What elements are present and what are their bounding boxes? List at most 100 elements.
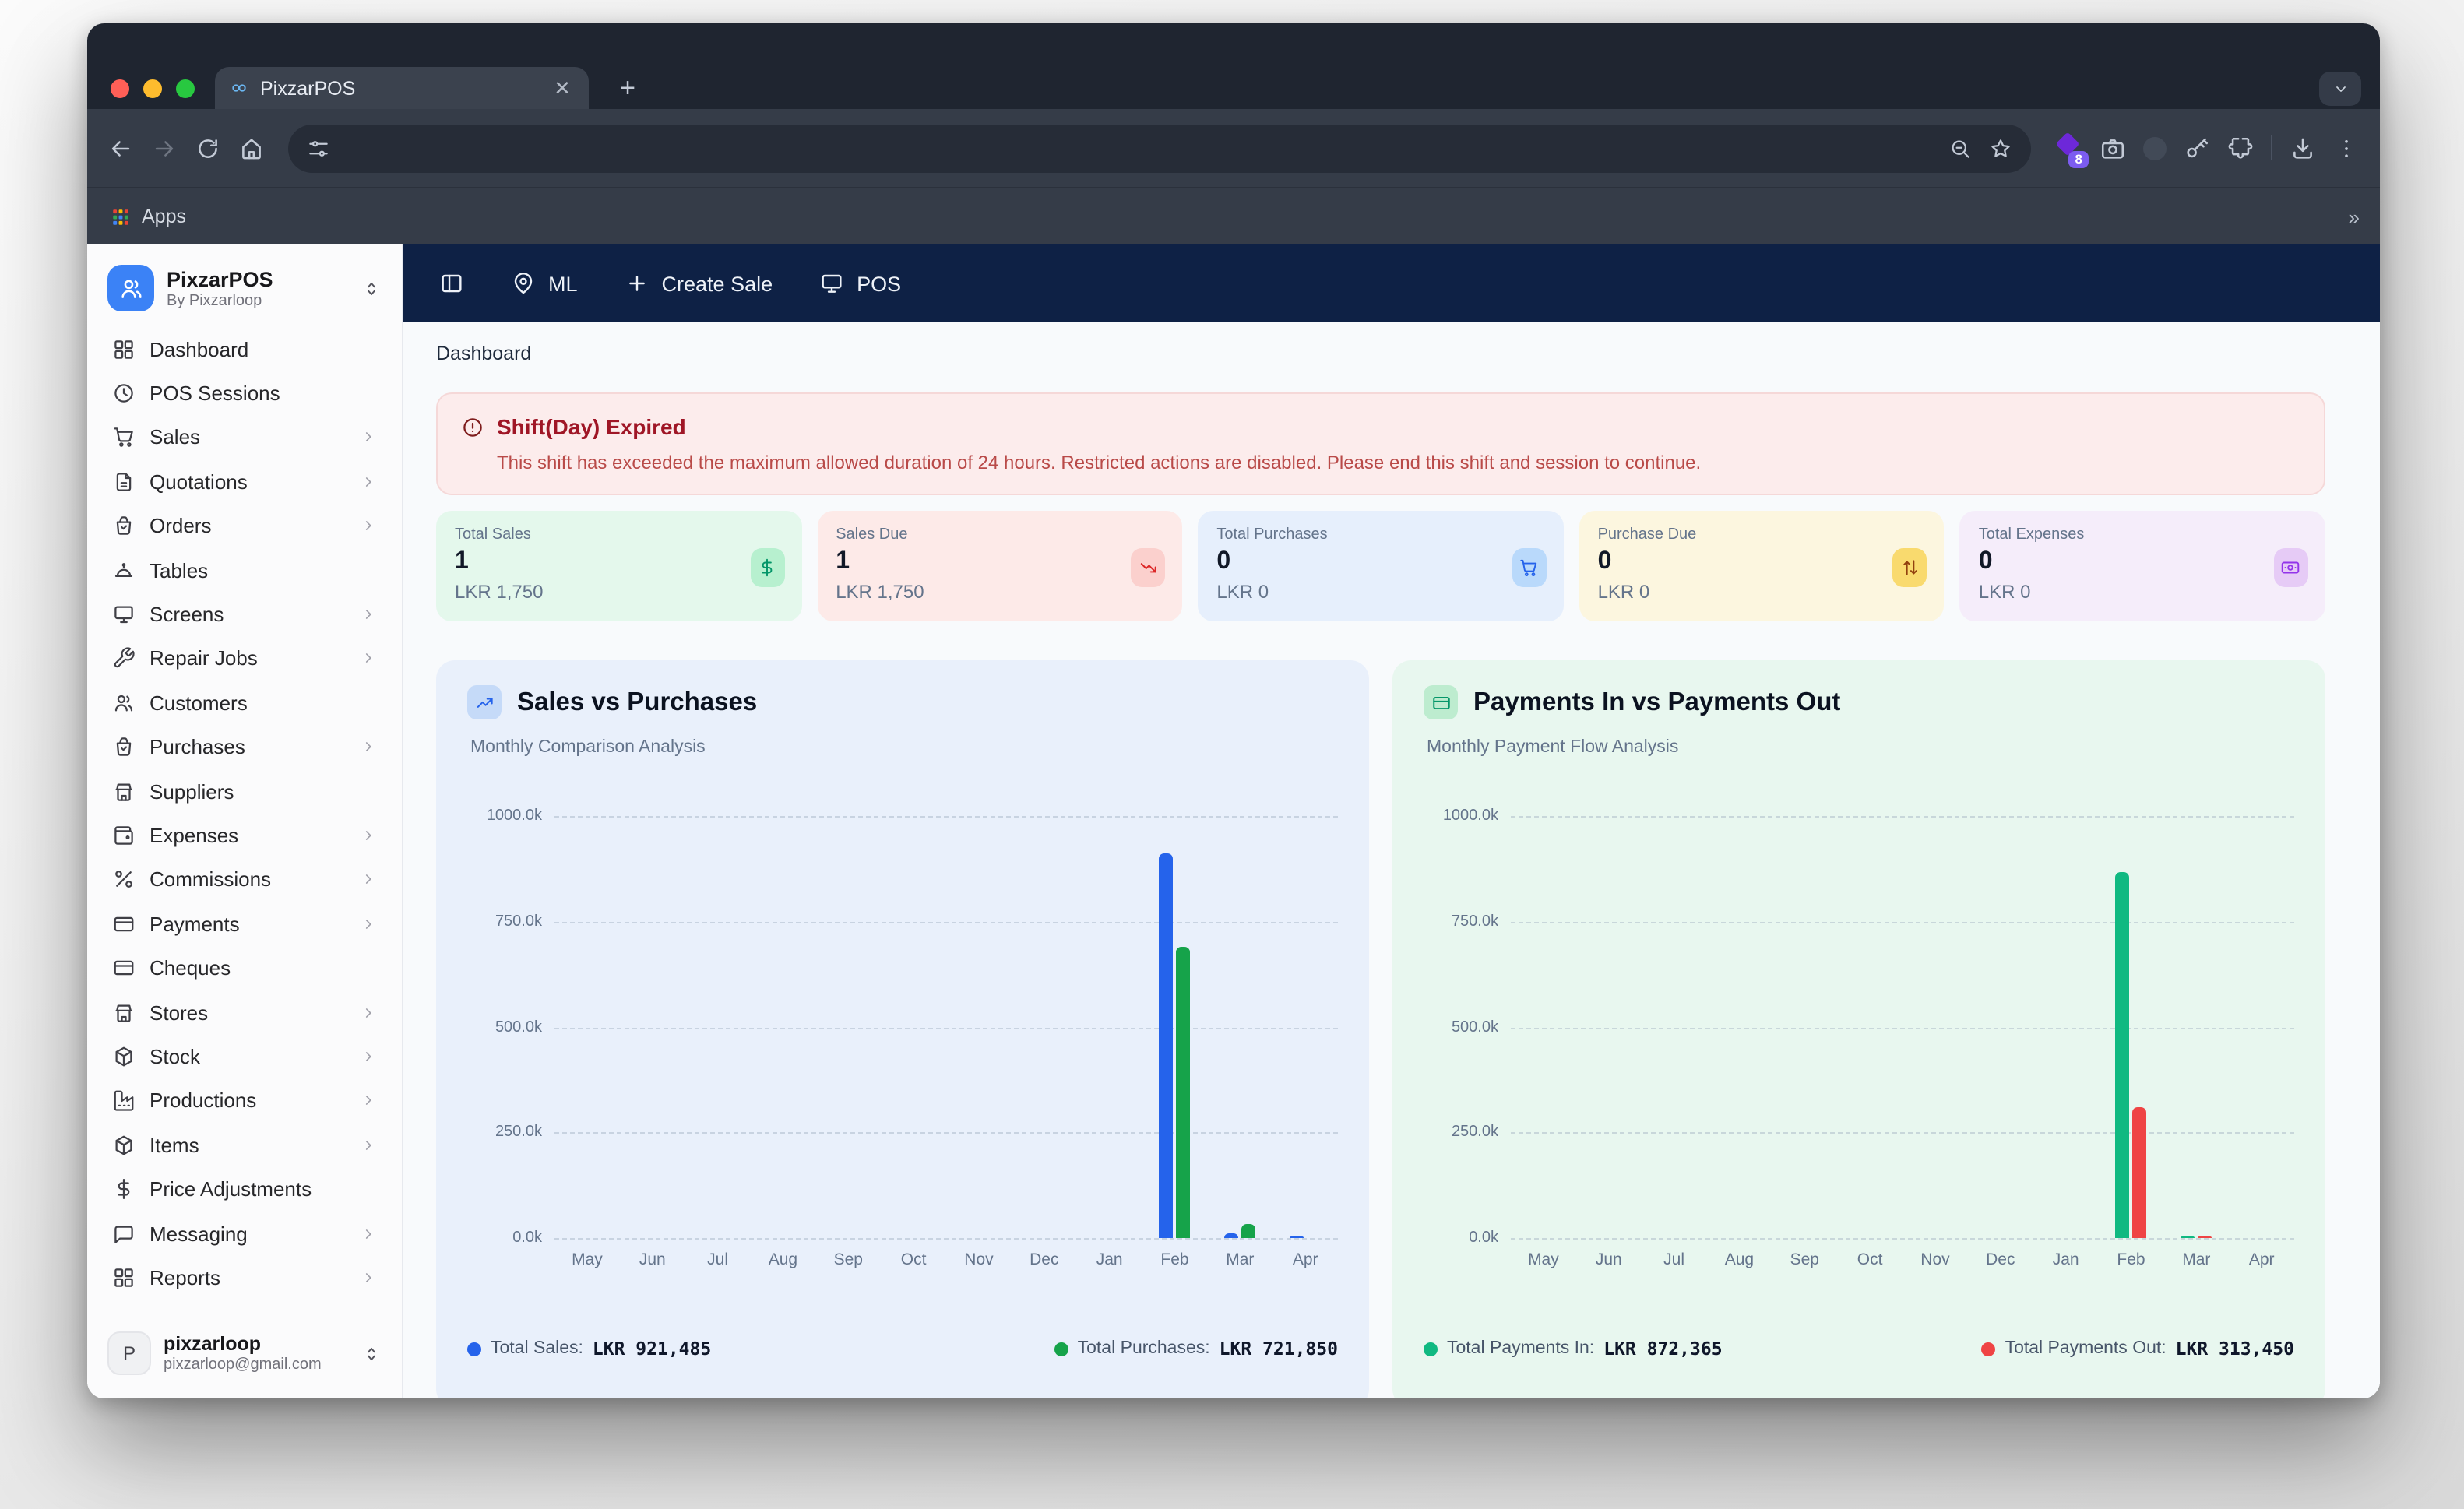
box-icon	[112, 1045, 136, 1068]
legend-value: LKR 721,850	[1219, 1338, 1338, 1360]
chevron-right-icon	[360, 606, 377, 623]
chart-title: Payments In vs Payments Out	[1473, 688, 1841, 716]
x-tick-label: Oct	[1857, 1250, 1883, 1269]
x-tick-label: Jun	[1595, 1250, 1622, 1269]
sidebar-item-purchases[interactable]: Purchases	[101, 725, 388, 769]
tab-search-button[interactable]	[2319, 72, 2361, 106]
sidebar-item-label: Productions	[150, 1089, 257, 1113]
main-area: ML Create Sale POS Dashboard	[403, 244, 2380, 1398]
bar-group-dec	[1012, 816, 1077, 1238]
sidebar-item-expenses[interactable]: Expenses	[101, 814, 388, 858]
sidebar-item-suppliers[interactable]: Suppliers	[101, 769, 388, 814]
home-icon[interactable]	[238, 135, 265, 161]
reload-icon[interactable]	[195, 135, 221, 161]
browser-tab[interactable]: PixzarPOS ✕	[215, 67, 589, 109]
bookmarks-apps[interactable]: Apps	[111, 206, 186, 227]
downloads-icon[interactable]	[2290, 135, 2316, 161]
x-tick-label: Mar	[1226, 1250, 1255, 1269]
sidebar-item-screens[interactable]: Screens	[101, 593, 388, 637]
sidebar-item-productions[interactable]: Productions	[101, 1078, 388, 1123]
forward-icon[interactable]	[151, 135, 178, 161]
x-tick-label: May	[1528, 1250, 1559, 1269]
x-tick-label: Dec	[1030, 1250, 1059, 1269]
tune-icon[interactable]	[307, 136, 330, 160]
workspace-switcher[interactable]: PixzarPOS By Pixzarloop	[101, 257, 388, 327]
bar-total-sales	[1224, 1233, 1239, 1238]
charts-row: Sales vs Purchases Monthly Comparison Ana…	[436, 660, 2325, 1398]
stat-card-total-expenses: Total Expenses 0 LKR 0	[1959, 511, 2325, 621]
sidebar-item-orders[interactable]: Orders	[101, 504, 388, 548]
sidebar-item-reports[interactable]: Reports	[101, 1255, 388, 1300]
minimize-window-button[interactable]	[143, 79, 162, 98]
bar-group-jan	[2033, 816, 2099, 1238]
legend-dot-icon	[1424, 1342, 1438, 1356]
x-tick-label: Sep	[833, 1250, 863, 1269]
new-tab-button[interactable]: +	[620, 73, 635, 103]
extension-icon[interactable]: 8	[2054, 132, 2089, 168]
user-menu[interactable]: P pixzarloop pixzarloop@gmail.com	[101, 1324, 388, 1383]
sidebar-item-label: Price Adjustments	[150, 1177, 312, 1201]
sidebar-item-sales[interactable]: Sales	[101, 416, 388, 460]
browser-menu-icon[interactable]	[2333, 135, 2360, 161]
legend-label: Total Payments In:	[1447, 1339, 1595, 1358]
stat-amount: LKR 1,750	[455, 581, 544, 603]
extensions-puzzle-icon[interactable]	[2227, 135, 2254, 161]
create-sale-button[interactable]: Create Sale	[625, 271, 773, 296]
sidebar-item-items[interactable]: Items	[101, 1123, 388, 1167]
sidebar-item-price-adjustments[interactable]: Price Adjustments	[101, 1167, 388, 1212]
sidebar-item-label: Suppliers	[150, 779, 234, 804]
chart-legend: Total Payments In: LKR 872,365 Total Payme…	[1424, 1338, 2294, 1360]
card-icon	[112, 956, 136, 980]
chart-card-payments-in-vs-payments-out: Payments In vs Payments Out Monthly Payme…	[1392, 660, 2325, 1398]
sidebar-item-repair-jobs[interactable]: Repair Jobs	[101, 636, 388, 681]
dollar-icon	[750, 548, 785, 587]
sidebar-toggle-icon[interactable]	[439, 271, 464, 296]
sidebar-item-stock[interactable]: Stock	[101, 1035, 388, 1079]
banknote-icon	[2273, 548, 2308, 587]
disabled-extension-icon[interactable]	[2143, 136, 2167, 160]
sidebar-item-cheques[interactable]: Cheques	[101, 946, 388, 990]
address-bar[interactable]	[288, 124, 2031, 172]
chevron-right-icon	[360, 429, 377, 446]
y-tick-label: 0.0k	[512, 1229, 542, 1247]
bar-total-purchases	[1176, 947, 1191, 1238]
bar-total-purchases	[1241, 1224, 1256, 1238]
stat-label: Total Sales	[455, 526, 531, 543]
x-tick-label: Aug	[1724, 1250, 1755, 1269]
chevron-right-icon	[360, 518, 377, 535]
sidebar-item-dashboard[interactable]: Dashboard	[101, 327, 388, 371]
fullscreen-window-button[interactable]	[176, 79, 195, 98]
tab-close-icon[interactable]: ✕	[554, 76, 571, 99]
bar-group-may	[1511, 816, 1576, 1238]
sidebar-item-tables[interactable]: Tables	[101, 548, 388, 593]
legend-label: Total Purchases:	[1077, 1339, 1210, 1358]
close-window-button[interactable]	[111, 79, 129, 98]
chevron-right-icon	[360, 473, 377, 491]
sidebar-item-messaging[interactable]: Messaging	[101, 1212, 388, 1256]
sidebar-item-pos-sessions[interactable]: POS Sessions	[101, 371, 388, 416]
gridline	[554, 1027, 1338, 1029]
bar-group-jan	[1077, 816, 1142, 1238]
back-icon[interactable]	[107, 135, 134, 161]
sidebar-item-quotations[interactable]: Quotations	[101, 459, 388, 504]
pos-button[interactable]: POS	[819, 271, 901, 296]
bar-group-apr	[1272, 816, 1338, 1238]
sidebar-item-stores[interactable]: Stores	[101, 990, 388, 1035]
bar-group-sep	[1772, 816, 1837, 1238]
camera-extension-icon[interactable]	[2100, 135, 2126, 161]
alert-message: This shift has exceeded the maximum allo…	[497, 452, 1702, 473]
stat-value: 0	[1597, 548, 1612, 575]
bookmarks-overflow-icon[interactable]: »	[2348, 205, 2360, 228]
wrench-icon	[112, 647, 136, 670]
stat-label: Total Purchases	[1216, 526, 1328, 543]
location-selector[interactable]: ML	[511, 271, 578, 296]
cart-icon	[112, 426, 136, 449]
x-axis-labels: May Jun Jul Aug Sep Oct Nov Dec Jan Feb Mar Apr	[1511, 1250, 2294, 1269]
password-keys-icon[interactable]	[2184, 135, 2210, 161]
bookmark-star-icon[interactable]	[1989, 136, 2012, 160]
sidebar-item-customers[interactable]: Customers	[101, 681, 388, 725]
sidebar-item-payments[interactable]: Payments	[101, 902, 388, 946]
stat-card-total-sales: Total Sales 1 LKR 1,750	[436, 511, 802, 621]
sidebar-item-commissions[interactable]: Commissions	[101, 857, 388, 902]
zoom-icon[interactable]	[1948, 136, 1972, 160]
